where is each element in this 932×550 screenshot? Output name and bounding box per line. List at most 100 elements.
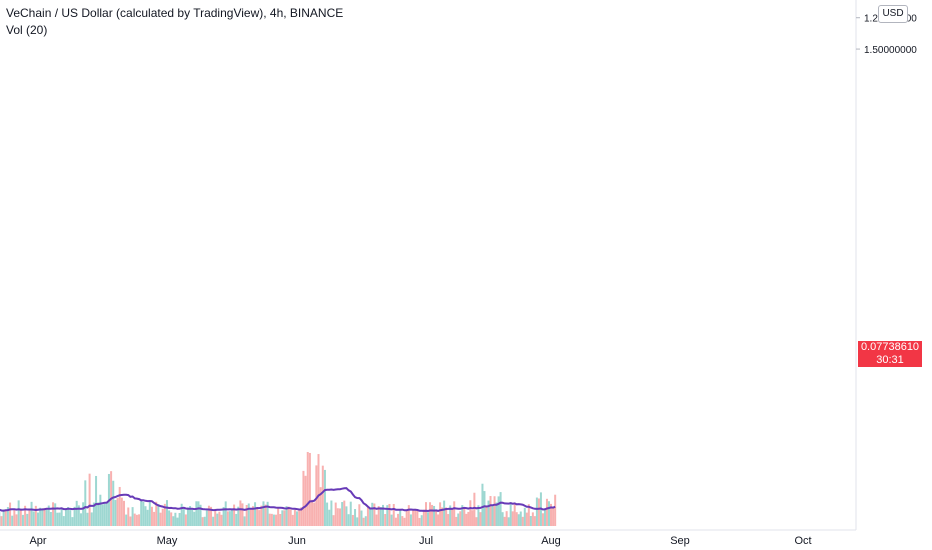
volume-bar	[388, 503, 391, 526]
volume-bar	[405, 509, 408, 526]
volume-bar	[4, 509, 7, 526]
volume-bar	[531, 512, 534, 526]
volume-bar	[491, 505, 494, 526]
volume-bar	[459, 511, 462, 526]
volume-bar	[101, 504, 104, 526]
volume-bar	[403, 517, 406, 526]
volume-bar	[37, 512, 39, 526]
volume-bar	[135, 514, 138, 526]
volume-bar	[272, 514, 275, 526]
volume-bar	[220, 514, 223, 526]
volume-bar	[127, 507, 130, 526]
volume-bar	[226, 511, 229, 526]
volume-bar	[485, 505, 488, 526]
volume-bar	[231, 509, 233, 526]
volume-bar	[439, 502, 442, 526]
volume-bar	[422, 509, 425, 526]
volume-bar	[11, 515, 14, 526]
volume-bar	[507, 517, 510, 526]
volume-bar	[245, 505, 248, 526]
volume-bar	[382, 504, 384, 526]
volume-bar	[463, 508, 466, 526]
volume-bar	[166, 500, 168, 526]
axis-frame	[0, 0, 857, 531]
volume-indicator-label[interactable]: Vol (20)	[6, 23, 48, 37]
volume-bar	[362, 517, 365, 526]
volume-bar	[315, 465, 318, 526]
volume-bar	[2, 509, 5, 526]
volume-bar	[369, 508, 372, 526]
volume-bar	[216, 513, 219, 526]
volume-bar	[418, 517, 421, 526]
volume-bar	[412, 510, 415, 526]
volume-bar	[550, 503, 552, 526]
volume-bar	[58, 512, 61, 526]
volume-bar	[133, 513, 136, 526]
volume-bar	[429, 502, 432, 526]
volume-bar	[176, 517, 179, 526]
volume-bar	[193, 511, 196, 526]
volume-bar	[256, 507, 259, 526]
volume-bar	[358, 504, 361, 526]
volume-bar	[84, 480, 87, 526]
volume-bar	[203, 516, 206, 526]
volume-bar	[515, 512, 518, 526]
volume-bar	[330, 500, 333, 526]
volume-bar	[6, 507, 9, 526]
time-axis[interactable]: Apr May Jun Jul Aug Sep Oct	[29, 535, 811, 547]
volume-bar	[235, 513, 238, 526]
volume-bar	[427, 512, 430, 526]
volume-bar	[349, 501, 352, 526]
last-price-value: 0.07738610	[860, 341, 920, 353]
volume-bar	[343, 500, 346, 526]
volume-bar	[537, 498, 540, 526]
volume-bar	[529, 516, 532, 526]
currency-badge[interactable]: USD	[878, 5, 908, 23]
volume-bar	[420, 515, 423, 526]
volume-bar	[90, 512, 93, 526]
volume-bar	[52, 502, 55, 526]
volume-bar	[453, 501, 456, 526]
volume-bar	[224, 501, 227, 526]
volume-bar	[409, 514, 412, 526]
volume-bar	[172, 516, 175, 526]
volume-bar	[49, 511, 52, 526]
volume-bar	[296, 511, 298, 526]
volume-bar	[304, 475, 307, 526]
volume-bar	[214, 508, 217, 526]
volume-bar	[39, 507, 42, 526]
volume-bar	[545, 498, 548, 526]
volume-bar	[302, 470, 305, 526]
volume-bar	[505, 511, 508, 526]
volume-bar	[541, 513, 544, 526]
bar-countdown: 30:31	[876, 354, 904, 366]
volume-bar	[159, 512, 162, 526]
volume-bar	[249, 508, 252, 526]
volume-bar	[543, 509, 546, 526]
volume-bar	[533, 516, 536, 526]
volume-bar	[239, 500, 242, 526]
volume-bar	[521, 516, 524, 526]
volume-bar	[0, 516, 3, 526]
volume-bar	[447, 514, 450, 526]
volume-bar	[178, 512, 181, 526]
volume-bar	[182, 507, 185, 526]
volume-bar	[517, 514, 520, 526]
volume-bar	[407, 505, 410, 526]
chart-title: VeChain / US Dollar (calculated by Tradi…	[6, 6, 344, 20]
volume-bar	[105, 502, 108, 526]
volume-bar	[129, 516, 132, 526]
volume-bar	[461, 505, 464, 526]
volume-bar	[163, 503, 166, 526]
volume-bar	[95, 475, 98, 526]
volume-bar	[97, 502, 100, 526]
volume-bar	[437, 514, 440, 526]
x-tick-label: Jul	[419, 535, 433, 547]
volume-bar	[495, 502, 498, 526]
volume-bar	[243, 516, 246, 526]
volume-bar	[523, 507, 526, 526]
volume-bar	[140, 500, 143, 526]
volume-bar	[13, 508, 16, 526]
